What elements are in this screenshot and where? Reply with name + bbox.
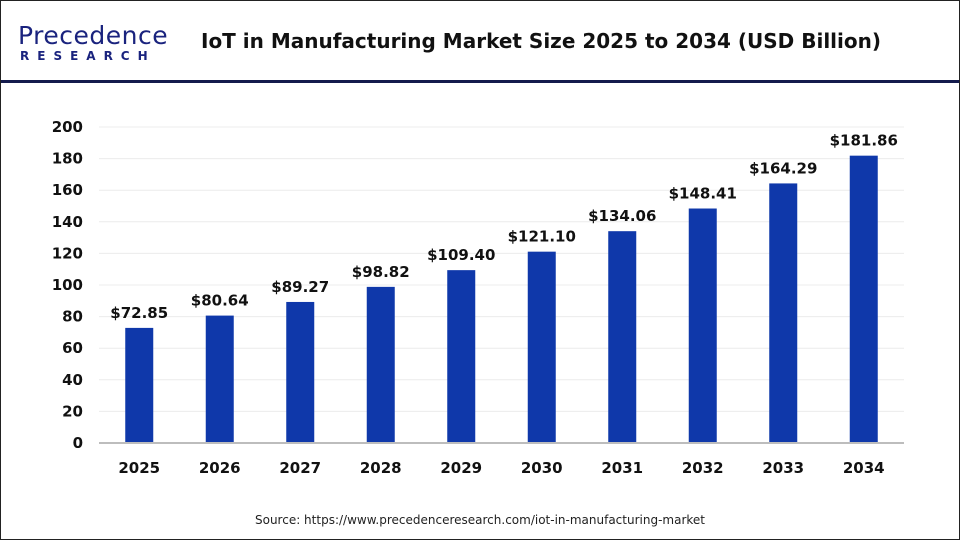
bar [447,270,476,443]
source-note: Source: https://www.precedenceresearch.c… [254,513,705,527]
data-label: $89.27 [271,278,329,296]
chart-title: IoT in Manufacturing Market Size 2025 to… [201,29,881,53]
data-label: $164.29 [749,159,817,177]
y-tick-label: 40 [62,371,83,389]
y-tick-label: 100 [52,276,83,294]
y-tick-label: 180 [52,150,83,168]
y-tick-label: 60 [62,339,83,357]
bar [688,208,717,443]
x-tick-label: 2027 [279,459,321,477]
x-tick-label: 2034 [843,459,885,477]
x-tick-label: 2029 [440,459,482,477]
bar [366,286,395,443]
x-tick-label: 2032 [682,459,724,477]
y-tick-label: 140 [52,213,83,231]
bar [769,183,798,443]
data-label: $109.40 [427,246,495,264]
x-tick-label: 2025 [118,459,160,477]
data-label: $98.82 [352,263,410,281]
x-tick-label: 2026 [199,459,241,477]
precedence-research-logo: Precedence RESEARCH [18,21,169,64]
data-label: $72.85 [110,304,168,322]
data-label: $181.86 [830,132,898,150]
x-tick-label: 2028 [360,459,402,477]
data-label: $80.64 [191,292,249,310]
data-label: $134.06 [588,207,656,225]
y-tick-label: 80 [62,308,83,326]
header-divider [1,80,959,83]
data-label: $148.41 [669,185,737,203]
x-tick-label: 2033 [762,459,804,477]
y-tick-label: 20 [62,402,83,420]
x-tick-label: 2031 [601,459,643,477]
bar [527,251,556,443]
bar [205,315,234,443]
logo-line2: RESEARCH [20,49,156,63]
bar [125,327,154,443]
y-tick-label: 160 [52,181,83,199]
logo-line1: Precedence [18,21,169,50]
y-tick-label: 200 [52,118,83,136]
y-tick-label: 0 [73,434,83,452]
data-label: $121.10 [508,228,576,246]
bar [286,301,315,443]
bar [849,155,878,443]
bar [608,231,637,443]
y-tick-label: 120 [52,244,83,262]
x-tick-label: 2030 [521,459,563,477]
